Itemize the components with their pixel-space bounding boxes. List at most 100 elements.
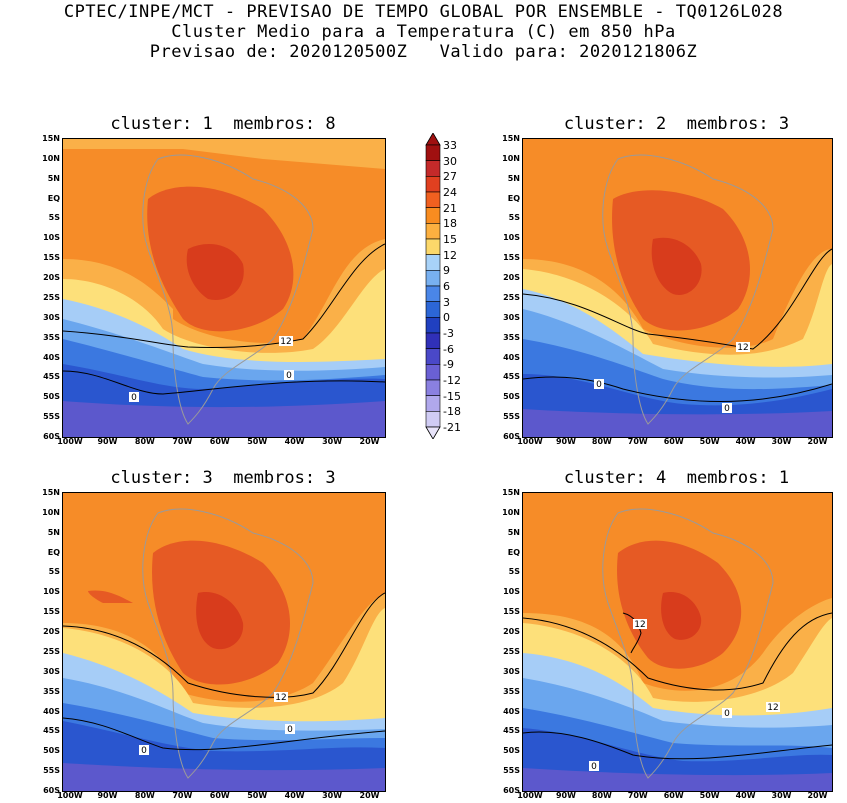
latitude-tick: 20S [503, 627, 520, 637]
map-panel-cluster-2: 12 0 0 [522, 138, 833, 438]
temperature-field-1: 12 0 0 [63, 139, 385, 437]
latitude-tick: 55S [43, 766, 60, 776]
colorbar-swatch [425, 238, 441, 255]
latitude-tick: 40S [503, 706, 520, 716]
colorbar-label: -21 [443, 421, 461, 434]
colorbar-swatch [425, 301, 441, 318]
latitude-tick: 10N [42, 153, 60, 163]
contour-label-0: 0 [591, 762, 597, 772]
latitude-tick: 45S [43, 726, 60, 736]
latitude-tick: 40S [43, 352, 60, 362]
contour-label-12: 12 [767, 703, 778, 713]
latitude-tick: 50S [43, 746, 60, 756]
colorbar-label: 24 [443, 186, 457, 199]
temperature-field-4: 12 12 0 0 [523, 493, 832, 791]
colorbar-label: 3 [443, 295, 450, 309]
latitude-tick: 25S [503, 292, 520, 302]
longitude-tick: 40W [735, 437, 756, 446]
latitude-tick: 15S [43, 253, 60, 263]
longitude-tick: 30W [322, 437, 343, 446]
longitude-tick: 60W [663, 437, 684, 446]
panel-title-cluster-3: cluster: 3 membros: 3 [110, 468, 336, 488]
latitude-tick: 10S [43, 233, 60, 243]
latitude-tick: 30S [503, 666, 520, 676]
latitude-tick: 60S [503, 786, 520, 795]
colorbar-swatch [425, 176, 441, 193]
contour-label-0: 0 [131, 393, 137, 403]
colorbar-swatch [425, 223, 441, 240]
latitude-tick: 55S [503, 766, 520, 776]
panel-title-cluster-2: cluster: 2 membros: 3 [563, 114, 790, 134]
latitude-tick: 60S [43, 432, 60, 441]
latitude-tick: 25S [43, 646, 60, 656]
latitude-tick: EQ [507, 193, 520, 203]
longitude-tick: 50W [699, 791, 720, 800]
latitude-tick: 45S [503, 372, 520, 382]
latitude-tick: 35S [503, 332, 520, 342]
latitude-tick: 35S [503, 686, 520, 696]
colorbar-swatch [425, 160, 441, 177]
longitude-tick: 20W [807, 791, 828, 800]
longitude-tick: 90W [555, 437, 576, 446]
longitude-tick: 80W [134, 437, 155, 446]
map-panel-cluster-4: 12 12 0 0 [522, 492, 833, 792]
longitude-tick: 80W [591, 791, 612, 800]
colorbar-label: -18 [443, 405, 461, 419]
colorbar-swatch [425, 285, 441, 302]
latitude-tick: 15S [503, 607, 520, 617]
latitude-tick: 55S [43, 412, 60, 422]
colorbar-bottom-arrow [425, 426, 441, 440]
longitude-tick: 80W [134, 791, 155, 800]
latitude-tick: 10S [43, 587, 60, 597]
latitude-tick: 60S [43, 786, 60, 795]
colorbar-label: -3 [443, 327, 454, 340]
colorbar-label: 27 [443, 170, 457, 184]
colorbar-swatch [425, 207, 441, 224]
latitude-tick: 45S [43, 372, 60, 382]
contour-label-12: 12 [280, 337, 291, 347]
latitude-tick: EQ [47, 193, 60, 203]
latitude-tick: 35S [43, 686, 60, 696]
longitude-tick: 90W [97, 437, 118, 446]
latitude-tick: 5N [507, 173, 520, 183]
longitude-tick: 70W [172, 437, 193, 446]
longitude-tick: 70W [627, 791, 648, 800]
latitude-tick: 10N [502, 153, 520, 163]
latitude-tick: 5N [507, 527, 520, 537]
colorbar-swatch [425, 254, 441, 271]
colorbar-label: 18 [443, 217, 457, 231]
colorbar-label: 12 [443, 248, 457, 262]
colorbar-label: -9 [443, 358, 454, 372]
colorbar-label: -12 [443, 374, 461, 387]
longitude-tick: 100W [517, 437, 543, 446]
longitude-tick: 40W [284, 791, 305, 800]
colorbar [425, 132, 441, 440]
longitude-tick: 20W [359, 437, 380, 446]
latitude-tick: 15S [43, 607, 60, 617]
longitude-tick: 100W [57, 791, 83, 800]
longitude-tick: 40W [735, 791, 756, 800]
colorbar-swatch [425, 348, 441, 365]
latitude-tick: 25S [43, 292, 60, 302]
colorbar-label: 15 [443, 233, 457, 246]
latitude-tick: 5N [47, 527, 60, 537]
colorbar-label: 0 [443, 311, 450, 325]
longitude-tick: 20W [359, 791, 380, 800]
latitude-tick: 15S [503, 253, 520, 263]
latitude-tick: EQ [47, 547, 60, 557]
longitude-tick: 80W [591, 437, 612, 446]
latitude-tick: 30S [43, 312, 60, 322]
contour-label-12: 12 [275, 693, 286, 703]
latitude-tick: 20S [503, 273, 520, 283]
contour-label-12: 12 [634, 620, 645, 630]
longitude-tick: 100W [57, 437, 83, 446]
latitude-tick: 15N [42, 488, 60, 497]
latitude-tick: 5S [48, 213, 60, 223]
contour-label-0: 0 [724, 709, 730, 719]
latitude-tick: 60S [503, 432, 520, 441]
latitude-tick: 15N [502, 488, 520, 497]
latitude-tick: 5S [48, 567, 60, 577]
colorbar-label: -15 [443, 389, 461, 403]
latitude-tick: 10S [503, 587, 520, 597]
latitude-tick: 50S [503, 746, 520, 756]
